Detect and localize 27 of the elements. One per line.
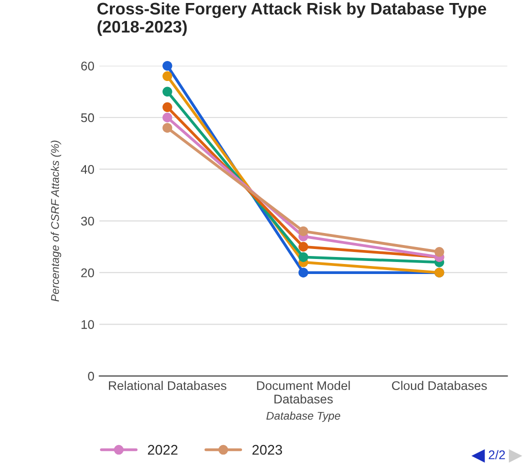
point: [162, 71, 172, 81]
y-axis-title: Percentage of CSRF Attacks (%): [50, 140, 62, 302]
point: [298, 226, 308, 236]
point: [434, 247, 444, 257]
point: [162, 60, 172, 71]
y-tick-label: 60: [81, 62, 94, 70]
chart-title: Cross-Site Forgery Attack Risk by Database Type (2018-2023): [97, 2, 486, 36]
y-tick-label: 40: [80, 165, 94, 174]
x-axis-title: Database Type: [266, 412, 340, 422]
legend-label: 2022: [148, 444, 178, 455]
x-tick-label: Relational Databases: [108, 380, 226, 390]
point: [162, 86, 172, 97]
point: [298, 242, 308, 252]
x-tick-label: Cloud Databases: [392, 380, 487, 390]
y-tick-label: 30: [81, 216, 94, 226]
y-tick-label: 0: [88, 372, 94, 381]
point: [298, 252, 308, 262]
point: [162, 112, 172, 122]
y-tick-label: 50: [81, 113, 94, 122]
y-tick-label: 20: [81, 268, 94, 278]
point: [162, 122, 172, 133]
legend-label: 2023: [252, 444, 282, 455]
x-tick-label: Document Model Databases: [257, 380, 350, 404]
text: 2/2: [488, 450, 505, 460]
y-tick-label: 10: [82, 320, 94, 329]
point: [298, 268, 308, 278]
point: [162, 102, 172, 112]
